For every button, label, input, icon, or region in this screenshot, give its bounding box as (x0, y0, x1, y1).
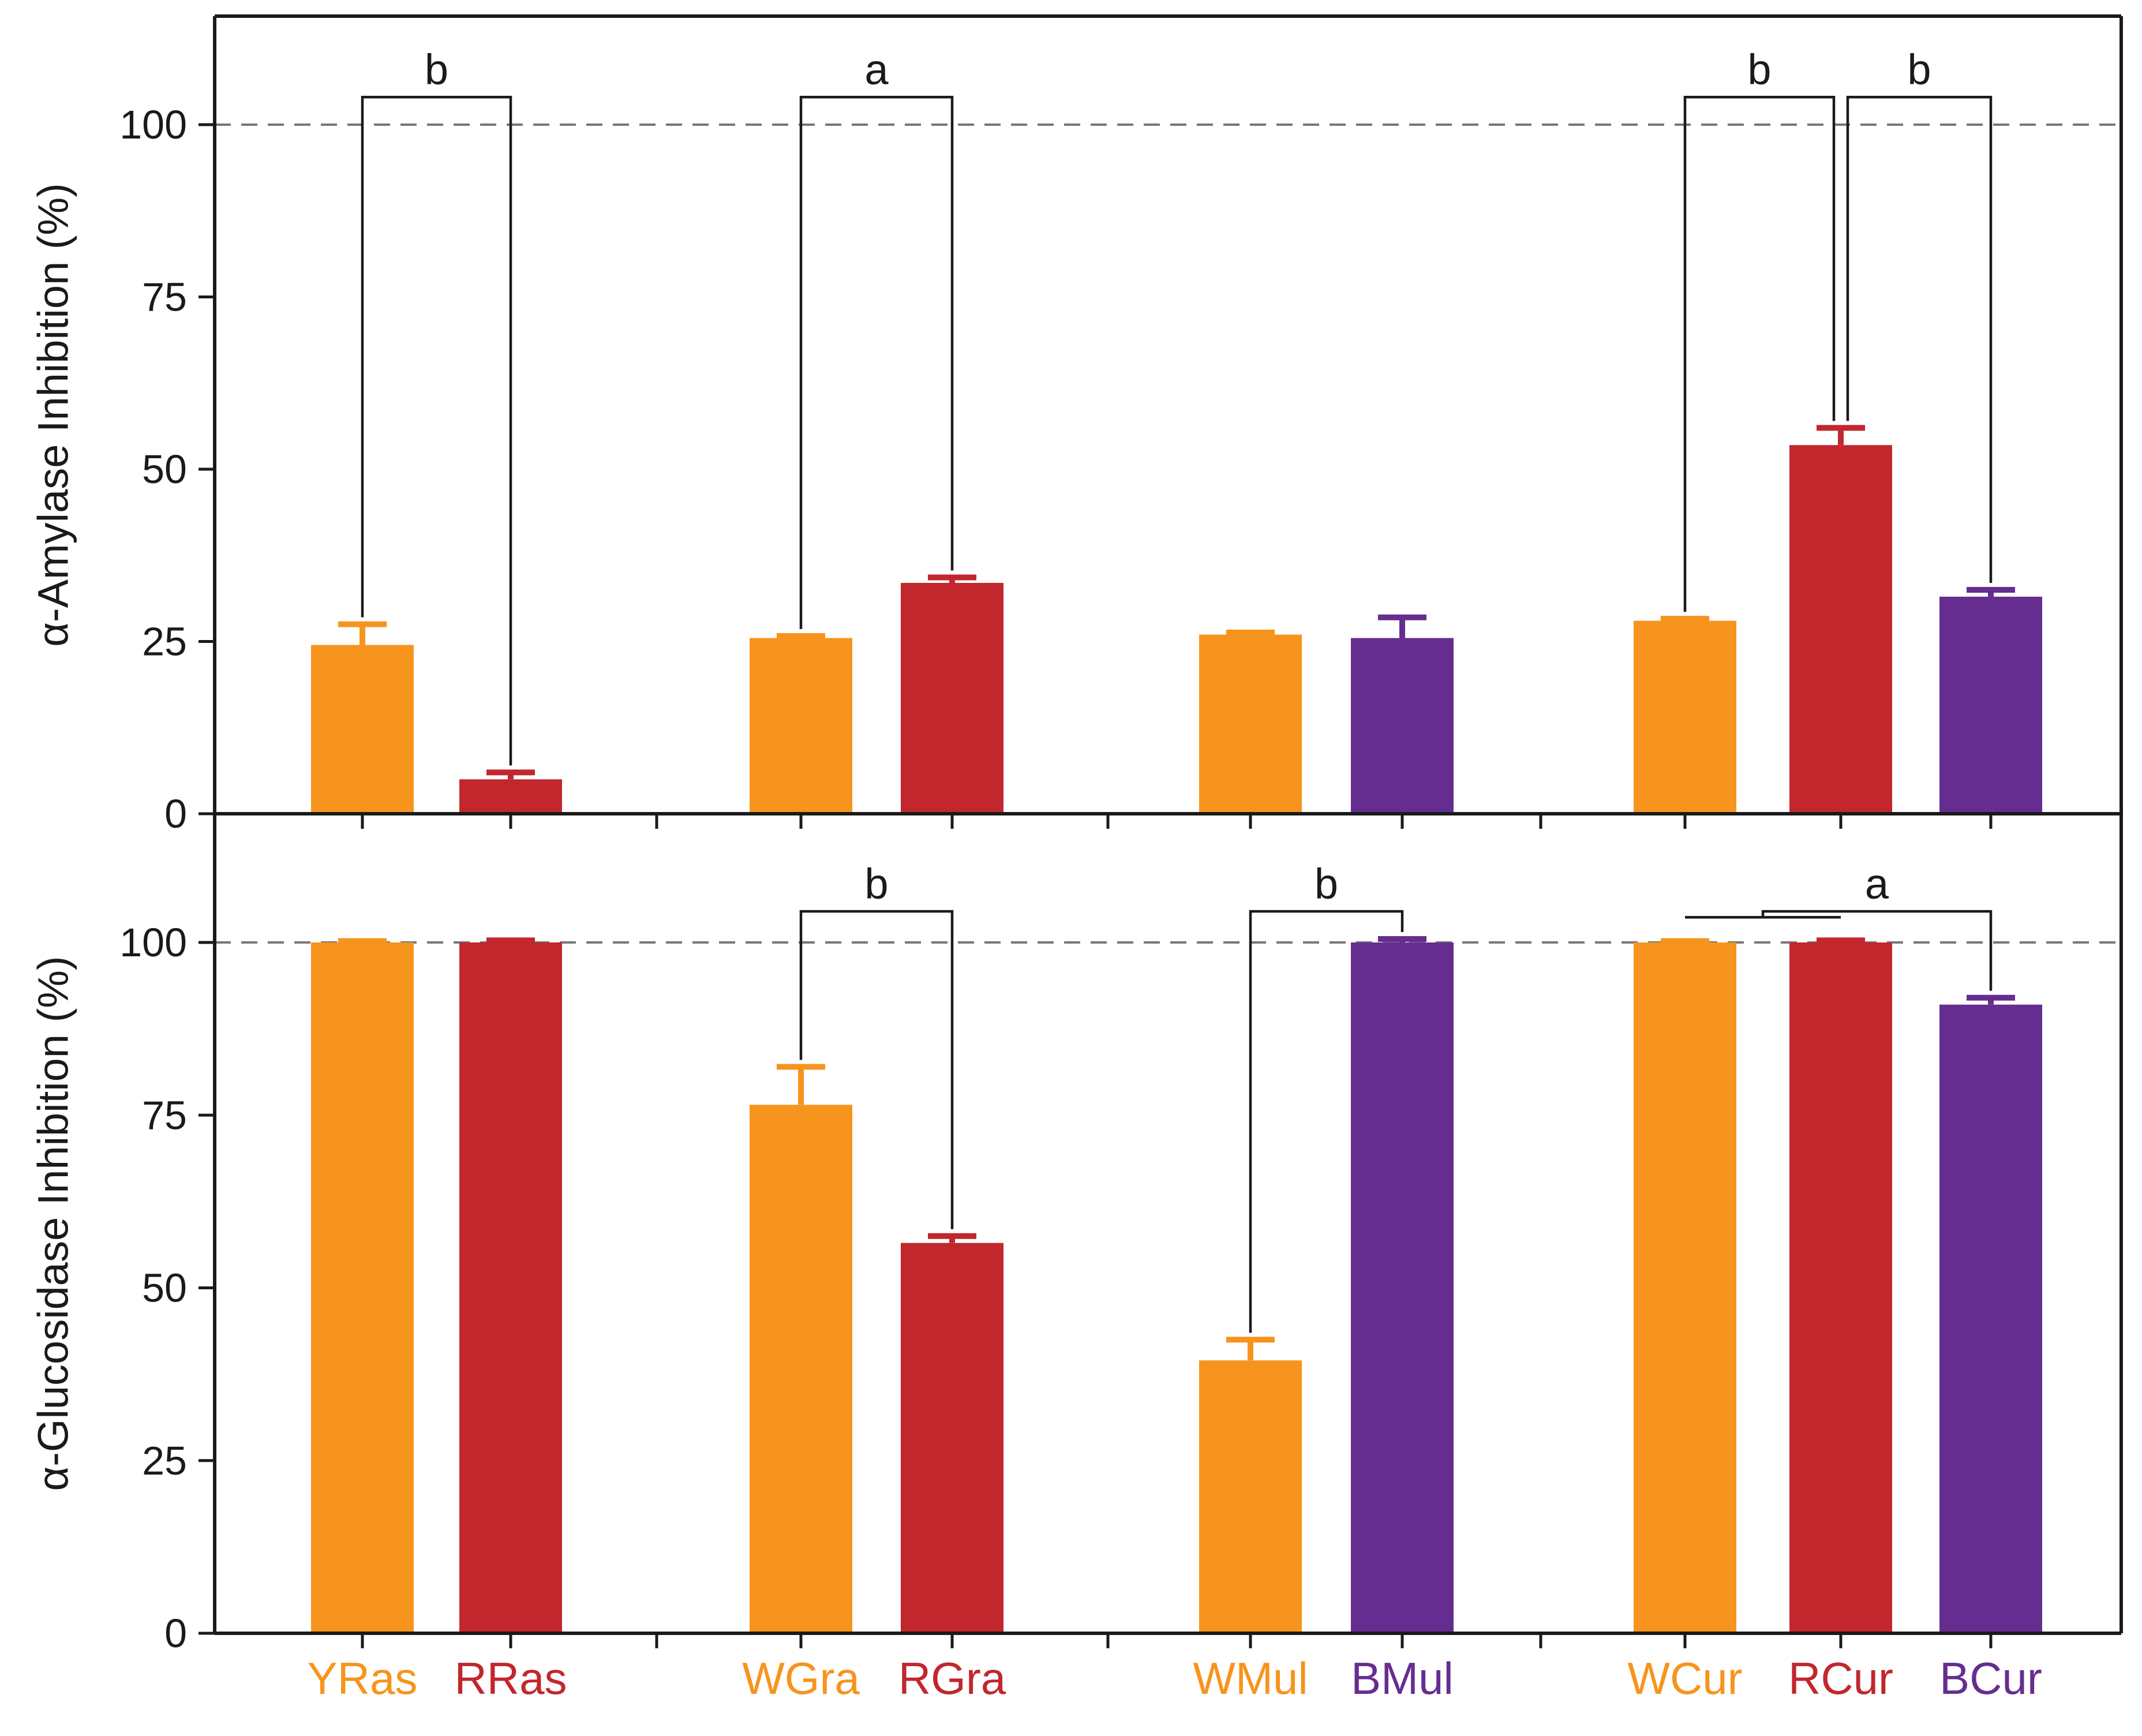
y-tick-label: 75 (142, 1093, 187, 1138)
bar-YRas (311, 645, 414, 814)
significance-label: b (864, 860, 888, 908)
x-label-BMul: BMul (1351, 1653, 1454, 1704)
y-tick-label: 0 (164, 1611, 187, 1656)
significance-bracket (799, 95, 954, 629)
bar-BCur (1939, 596, 2042, 814)
y-tick-label: 75 (142, 275, 187, 320)
x-label-RCur: RCur (1788, 1653, 1893, 1704)
significance-label: b (1907, 46, 1931, 93)
significance-bracket (1683, 95, 1836, 612)
significance-label: b (1315, 860, 1338, 908)
y-tick-label: 0 (164, 791, 187, 836)
y-tick-label: 25 (142, 619, 187, 664)
bar-RRas (459, 942, 562, 1633)
bar-WMul (1199, 1360, 1302, 1633)
significance-bracket (1249, 910, 1404, 1333)
significance-label: b (1747, 46, 1771, 93)
y-tick-label: 50 (142, 1266, 187, 1311)
y-axis-label: α-Glucosidase Inhibition (%) (29, 956, 77, 1491)
bar-RGra (901, 1243, 1003, 1633)
bar-WGra (750, 638, 852, 814)
x-label-BCur: BCur (1939, 1653, 2042, 1704)
bar-BCur (1939, 1004, 2042, 1633)
y-tick-label: 100 (119, 102, 187, 147)
bar-RCur (1789, 445, 1892, 814)
x-category-labels: YRas RRas WGra RGra WMul BMul WCur RCur BCur (308, 1653, 2042, 1704)
bar-WCur (1634, 620, 1736, 814)
bar-WGra (750, 1105, 852, 1633)
x-label-WGra: WGra (742, 1653, 860, 1704)
bar-RRas (459, 779, 562, 814)
x-label-RRas: RRas (454, 1653, 567, 1704)
x-label-YRas: YRas (308, 1653, 418, 1704)
significance-bracket (799, 910, 954, 1229)
significance-label: a (864, 46, 889, 93)
bar-RGra (901, 583, 1003, 814)
bar-BMul (1351, 638, 1454, 814)
significance-bracket (361, 95, 512, 766)
y-tick-label: 100 (119, 920, 187, 965)
bar-YRas (311, 942, 414, 1633)
y-axis-label: α-Amylase Inhibition (%) (29, 183, 77, 647)
significance-label: a (1865, 860, 1889, 908)
x-label-WMul: WMul (1193, 1653, 1308, 1704)
x-label-WCur: WCur (1627, 1653, 1742, 1704)
significance-bracket (1761, 910, 1993, 991)
significance-bracket (1846, 95, 1993, 583)
panel-1: 0 25 50 75 100 α-Amylase Inhibition (%) b a b b (29, 14, 2123, 836)
bar-RCur (1789, 942, 1892, 1633)
y-tick-label: 50 (142, 447, 187, 492)
bar-WMul (1199, 634, 1302, 814)
significance-label: b (425, 46, 448, 93)
bar-BMul (1351, 942, 1454, 1633)
panel-2: 0 25 50 75 100 α-Glucosidase Inhibition (%) b b… (29, 814, 2123, 1656)
y-tick-label: 25 (142, 1438, 187, 1483)
x-label-RGra: RGra (898, 1653, 1006, 1704)
bar-WCur (1634, 942, 1736, 1633)
